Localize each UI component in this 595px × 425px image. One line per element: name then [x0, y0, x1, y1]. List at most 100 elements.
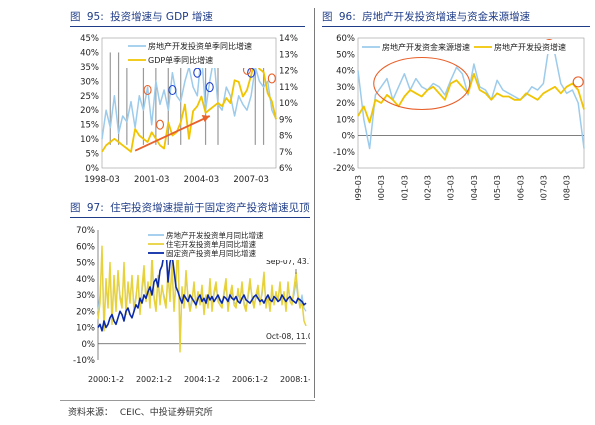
fig97-legend-label-fixed-asset: 固定资产投资单月同比增速 — [166, 248, 256, 258]
fig96-y-tick: 20% — [336, 99, 355, 109]
fig96-y-tick: 40% — [336, 67, 355, 77]
footer-rule — [60, 400, 315, 401]
fig97-number: 97: — [86, 202, 104, 214]
fig96-highlight-circle — [572, 76, 584, 88]
fig95-left-tick: 0% — [86, 164, 100, 174]
fig96-x-tick: 2008-03 — [563, 175, 572, 200]
fig96-x-tick: 2003-03 — [447, 175, 456, 200]
fig97-legend-label-real-estate: 房地产开发投资单月同比增速 — [166, 230, 264, 240]
fig97-series-housing — [97, 237, 307, 353]
fig96-y-tick: 0% — [342, 132, 356, 142]
fig97-x-tick: 2000:1-2 — [88, 375, 124, 384]
fig95-right-tick: 8% — [279, 132, 293, 142]
fig95-x-tick: 1998-03 — [84, 175, 120, 185]
fig96-x-tick: 1999-03 — [354, 175, 363, 200]
fig95-highlight-circle — [205, 82, 214, 93]
fig95-prefix: 图 — [70, 11, 81, 23]
fig95-right-tick: 10% — [279, 99, 298, 109]
fig97-y-tick: 40% — [76, 275, 95, 285]
fig96-legend-box — [360, 40, 582, 54]
fig96-y-tick: -10% — [333, 148, 355, 158]
fig95-trend-arrowhead — [201, 115, 210, 122]
fig97-x-tick: 2004:1-2 — [184, 375, 220, 384]
fig95-left-tick: 35% — [80, 63, 99, 73]
fig95-left-tick: 45% — [80, 34, 99, 44]
fig96-y-tick: -20% — [333, 164, 355, 174]
fig95-right-tick: 14% — [279, 34, 298, 44]
fig96-x-tick: 2004-03 — [470, 175, 479, 200]
fig96-legend-label-investment: 房地产开发投资增速 — [494, 42, 566, 52]
fig95-left-tick: 15% — [80, 121, 99, 131]
fig95-series-gdp — [101, 58, 277, 153]
fig95-x-tick: 2004-03 — [184, 175, 220, 185]
fig96-prefix: 图 — [322, 11, 333, 23]
fig95-chart: 0% 5% 10% 15% 20% 25% 30% 35% 40% 45% 6% 7% 8% 9% 10% 1… — [80, 34, 298, 185]
fig95-legend-label-real-estate: 房地产开发投资单季同比增速 — [148, 41, 252, 51]
fig95-right-tick: 11% — [279, 83, 298, 93]
fig95-left-tick: 20% — [80, 106, 99, 116]
fig96-x-tick: 2002-03 — [424, 175, 433, 200]
vertical-separator — [314, 8, 315, 398]
fig97-annotation-trough: Oct-08, 11.0% — [266, 332, 310, 341]
fig95-x-tick: 2001-03 — [134, 175, 170, 185]
fig96-highlight-big-ellipse — [373, 56, 471, 111]
fig95-right-tick: 6% — [279, 164, 293, 174]
fig95-left-tick: 10% — [80, 135, 99, 145]
source-label: 资料来源： — [68, 408, 114, 418]
fig95-right-tick: 9% — [279, 115, 293, 125]
fig97-x-tick: 2006:1-2 — [232, 375, 268, 384]
fig95-highlight-circle — [267, 73, 276, 84]
fig96-number: 96: — [338, 11, 356, 23]
fig95-title-rule — [70, 26, 305, 27]
fig96-x-tick: 2005-03 — [493, 175, 502, 200]
fig96-x-tick: 2001-03 — [400, 175, 409, 200]
fig97-prefix: 图 — [70, 202, 81, 214]
source-text: CEIC、中投证券研究所 — [119, 408, 213, 418]
fig95-trend-arrow — [134, 115, 211, 152]
fig97-chart: -10% 0% 10% 20% 30% 40% 50% 60% 70% 2000:1-2 2002:… — [73, 226, 310, 384]
fig97-y-tick: -10% — [73, 356, 95, 366]
fig97-series-fixed-asset — [97, 248, 307, 332]
fig95-plot-frame — [101, 37, 277, 169]
fig96-y-tick: 30% — [336, 83, 355, 93]
fig96-x-tick: 2000-03 — [377, 175, 386, 200]
fig95-legend-label-gdp: GDP单季同比增速 — [148, 55, 213, 65]
fig96-title: 图 96: 房地产开发投资增速与资金来源增速 — [322, 9, 530, 25]
fig95-right-tick: 7% — [279, 148, 293, 158]
fig95-left-tick: 5% — [86, 150, 100, 160]
fig97-annotation-peak: Sep-07, 43.7% — [266, 257, 310, 266]
fig97-title: 图 97: 住宅投资增速提前于固定资产投资增速见顶 — [70, 200, 310, 216]
fig95-left-tick: 40% — [80, 48, 99, 58]
fig96-y-tick: 60% — [336, 34, 355, 44]
fig95-highlight-circle — [193, 67, 202, 78]
fig95-title: 图 95: 投资增速与 GDP 增速 — [70, 9, 213, 25]
fig97-legend-label-housing: 住宅开发投资单月同比增速 — [166, 239, 256, 249]
fig97-y-tick: 50% — [76, 259, 95, 269]
fig95-text: 投资增速与 GDP 增速 — [110, 11, 213, 23]
fig97-y-tick: 20% — [76, 307, 95, 317]
fig96-plot-frame — [357, 37, 585, 169]
fig95-right-tick: 12% — [279, 67, 298, 77]
fig96-series-investment — [357, 72, 585, 124]
fig96-chart: -20% -10% 0% 10% 20% 30% 40% 50% 60% 1999-03 2000-… — [333, 34, 585, 200]
fig97-legend-box — [146, 228, 298, 260]
fig95-left-tick: 30% — [80, 77, 99, 87]
fig95-x-tick: 2007-03 — [233, 175, 269, 185]
fig97-y-tick: 0% — [82, 340, 96, 350]
fig97-y-tick: 60% — [76, 242, 95, 252]
fig97-x-tick: 2002:1-2 — [136, 375, 172, 384]
fig96-x-tick: 2007-03 — [539, 175, 548, 200]
fig97-y-tick: 10% — [76, 324, 95, 334]
fig96-legend-label-funding: 房地产开发资金来源增速 — [382, 42, 470, 52]
fig96-series-funding — [357, 43, 585, 150]
fig95-highlight-circle — [247, 67, 256, 78]
fig95-number: 95: — [86, 11, 104, 23]
fig95-highlight-circle — [143, 84, 152, 96]
fig95-right-tick: 13% — [279, 50, 298, 60]
source-note: 资料来源： CEIC、中投证券研究所 — [68, 405, 213, 418]
fig96-x-tick: 2006-03 — [516, 175, 525, 200]
fig97-title-rule — [70, 217, 310, 218]
fig97-text: 住宅投资增速提前于固定资产投资增速见顶 — [110, 202, 310, 214]
fig96-y-tick: 50% — [336, 50, 355, 60]
fig95-legend-box — [124, 40, 274, 68]
